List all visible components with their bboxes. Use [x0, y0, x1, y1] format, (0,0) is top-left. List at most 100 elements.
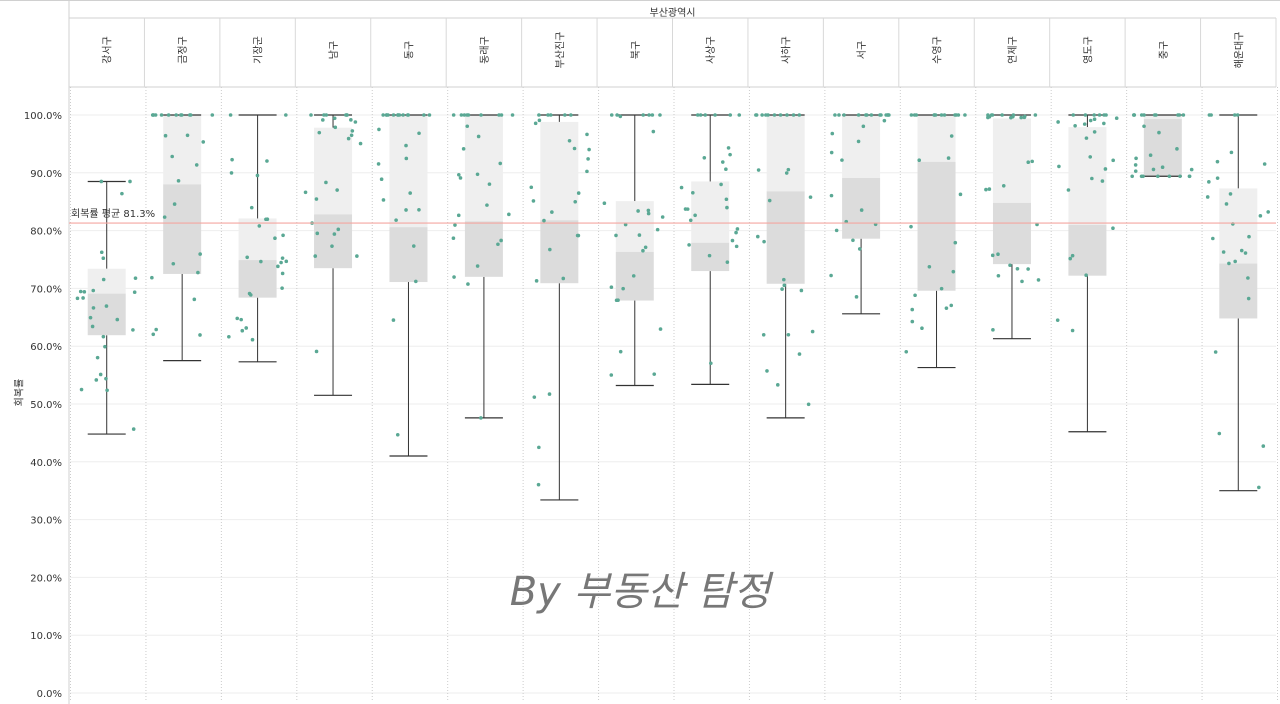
data-point [414, 279, 418, 284]
data-point [725, 260, 730, 264]
data-point [280, 286, 284, 290]
data-point [546, 113, 550, 117]
data-point [646, 208, 651, 213]
category-label: 수영구 [932, 36, 944, 64]
data-point [350, 129, 355, 133]
data-point [314, 197, 319, 201]
data-point [475, 172, 480, 177]
data-point [946, 156, 951, 160]
data-point [904, 349, 909, 354]
data-point [265, 217, 270, 222]
data-point [344, 113, 348, 117]
data-point [336, 227, 341, 232]
data-point [1224, 202, 1229, 206]
box-upper [540, 121, 579, 221]
data-point [531, 199, 536, 203]
data-point [698, 113, 703, 117]
data-point [615, 113, 619, 117]
data-point [227, 334, 231, 339]
data-point [1175, 147, 1179, 151]
data-point [133, 276, 138, 280]
data-point [765, 369, 769, 373]
data-point [101, 334, 106, 339]
data-point [406, 113, 411, 117]
data-point [185, 133, 190, 138]
data-point [281, 233, 285, 238]
data-point [797, 352, 802, 356]
box-group [602, 113, 665, 387]
data-point [631, 274, 636, 278]
category-label: 사하구 [780, 36, 793, 64]
data-point [322, 113, 326, 117]
data-point [280, 271, 285, 276]
data-point [724, 167, 728, 171]
category-label: 동래구 [479, 36, 491, 64]
data-point [395, 432, 400, 437]
data-point [404, 143, 408, 148]
data-point [618, 349, 623, 354]
data-point [688, 218, 693, 223]
data-point [658, 113, 662, 117]
data-point [1217, 431, 1222, 436]
box-upper [1143, 115, 1182, 120]
data-point [1036, 278, 1041, 282]
data-point [150, 113, 155, 117]
data-point [78, 289, 83, 294]
data-point [131, 427, 136, 431]
box-lower [87, 293, 126, 336]
data-point [131, 328, 135, 332]
data-point [1266, 210, 1270, 214]
data-point [762, 239, 766, 244]
data-point [636, 209, 640, 213]
data-point [1092, 113, 1096, 117]
data-point [834, 228, 839, 233]
data-point [314, 349, 319, 354]
data-point [990, 113, 995, 117]
box-group [904, 113, 967, 369]
data-point [427, 113, 432, 117]
data-point [485, 203, 489, 207]
data-point [309, 113, 313, 117]
data-point [618, 114, 623, 119]
data-point [150, 275, 154, 280]
data-point [851, 238, 855, 243]
data-point [154, 327, 158, 332]
data-point [829, 193, 834, 198]
data-point [101, 277, 106, 282]
data-point [791, 113, 796, 117]
data-point [384, 113, 389, 117]
data-point [1247, 234, 1251, 239]
data-point [404, 208, 408, 212]
data-point [713, 113, 717, 117]
data-point [797, 113, 802, 117]
data-point [548, 247, 552, 252]
data-point [132, 290, 137, 295]
box-group [1130, 113, 1194, 179]
data-point [1239, 248, 1244, 253]
data-point [453, 223, 457, 227]
data-point [782, 277, 786, 282]
data-point [201, 140, 206, 144]
data-point [1092, 117, 1097, 122]
data-point [650, 113, 655, 117]
data-point [808, 195, 813, 199]
data-point [1228, 192, 1233, 196]
data-point [330, 244, 334, 248]
data-point [1026, 160, 1031, 165]
data-point [230, 157, 234, 162]
data-point [810, 329, 815, 334]
data-point [91, 288, 96, 293]
data-point [956, 113, 961, 117]
data-point [687, 243, 691, 247]
data-point [861, 124, 866, 129]
data-point [462, 113, 467, 117]
data-point [1157, 130, 1161, 135]
data-point [120, 191, 124, 196]
data-point [349, 118, 353, 122]
data-point [88, 315, 93, 320]
data-point [756, 168, 761, 172]
box-upper [238, 218, 277, 261]
y-tick-label: 10.0% [30, 631, 62, 642]
data-point [210, 113, 215, 117]
data-point [573, 199, 578, 204]
